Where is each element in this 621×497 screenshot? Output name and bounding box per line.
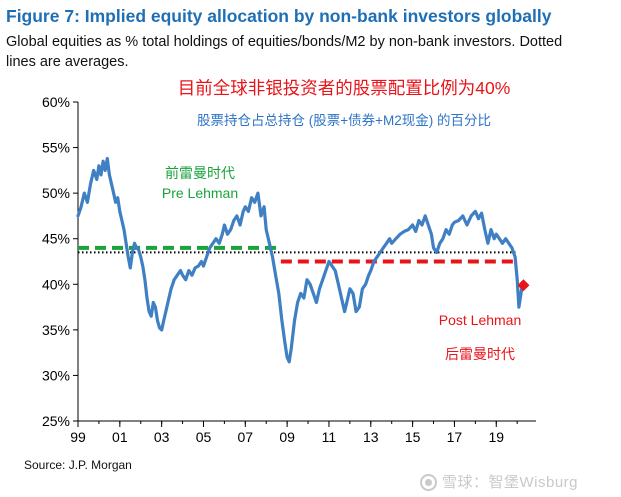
definition-annotation: 股票持仓占总持仓 (股票+债券+M2现金) 的百分比: [197, 113, 491, 128]
headline-annotation: 目前全球非银投资者的股票配置比例为40%: [178, 78, 511, 98]
x-tick-label: 03: [154, 429, 170, 445]
snowball-logo-icon: [420, 474, 437, 491]
y-tick-label: 45%: [42, 231, 70, 247]
post-lehman-label-cn: 后雷曼时代: [445, 346, 515, 362]
x-tick-label: 15: [405, 429, 421, 445]
watermark: 雪球：智堡Wisburg: [420, 471, 578, 492]
pre-lehman-label: Pre Lehman: [162, 185, 238, 201]
y-tick-label: 25%: [42, 413, 70, 429]
post-lehman-label: Post Lehman: [439, 312, 522, 328]
equity-allocation-series-line: [76, 156, 524, 364]
pre-lehman-label-cn: 前雷曼时代: [165, 165, 235, 181]
x-tick-label: 19: [488, 429, 504, 445]
x-tick-label: 99: [70, 429, 86, 445]
chart-axes: 25% 30% 35% 40% 45% 50% 55% 60% 99 01 03 05 07 09 11 13…: [42, 94, 536, 445]
series-layer: [76, 156, 524, 364]
watermark-text: 雪球：智堡Wisburg: [442, 474, 579, 491]
y-tick-label: 60%: [42, 94, 70, 110]
x-tick-label: 07: [238, 429, 254, 445]
latest-value-marker: [517, 279, 530, 292]
figure-subtitle: Global equities as % total holdings of e…: [6, 34, 563, 70]
x-tick-label: 17: [447, 429, 463, 445]
y-tick-label: 35%: [42, 322, 70, 338]
y-tick-label: 40%: [42, 276, 70, 292]
average-lines: [78, 245, 518, 264]
y-tick-label: 50%: [42, 185, 70, 201]
y-tick-label: 30%: [42, 367, 70, 383]
y-tick-label: 55%: [42, 140, 70, 156]
marker-layer: [517, 279, 530, 292]
x-tick-label: 05: [196, 429, 212, 445]
x-tick-label: 09: [279, 429, 295, 445]
figure-title: Figure 7: Implied equity allocation by n…: [6, 6, 552, 26]
x-tick-label: 13: [363, 429, 379, 445]
x-tick-label: 11: [322, 429, 337, 445]
source-note: Source: J.P. Morgan: [24, 458, 132, 472]
x-tick-label: 01: [112, 429, 128, 445]
